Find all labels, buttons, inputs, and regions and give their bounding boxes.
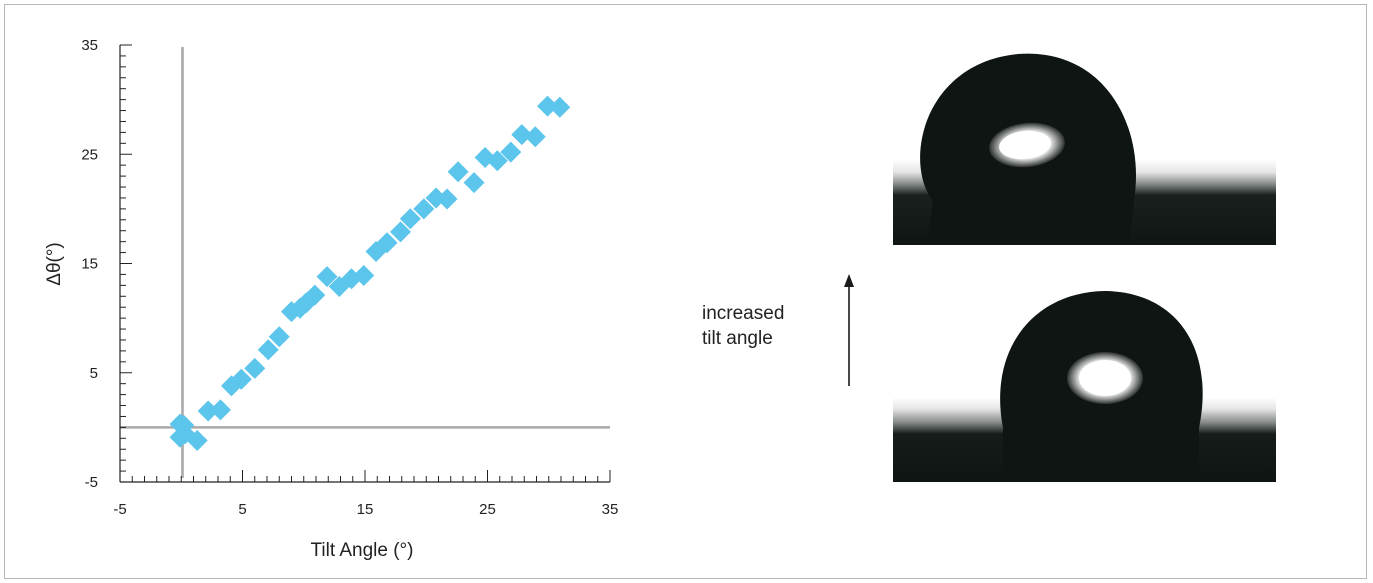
tick-labels: -5 5 15 25 35 -5 5 15 25 35 [81, 37, 618, 518]
annotation-line-2: tilt angle [702, 328, 773, 349]
x-tick-label: 5 [238, 501, 246, 518]
y-tick-label: 5 [90, 365, 98, 382]
data-point-diamond [230, 368, 252, 390]
x-axis-title: Tilt Angle (°) [311, 540, 414, 561]
data-point-diamond [463, 172, 485, 194]
data-point-diamond [486, 150, 508, 172]
data-point-diamond [197, 400, 219, 422]
axis-ticks [119, 44, 611, 483]
x-tick-label: 15 [357, 501, 374, 518]
up-arrow-icon [844, 274, 854, 386]
y-tick-label: -5 [85, 474, 98, 491]
annotation-line-1: increased [702, 303, 785, 324]
data-point-diamond [549, 96, 571, 118]
data-point-diamond [257, 339, 279, 361]
tilt-annotation: increased tilt angle [702, 301, 784, 351]
data-point-diamond [399, 208, 421, 230]
x-tick-label: 25 [479, 501, 496, 518]
x-tick-label: 35 [602, 501, 619, 518]
data-points [169, 95, 571, 451]
reference-lines [120, 47, 610, 478]
data-point-diamond [316, 266, 338, 288]
data-point-diamond [390, 221, 412, 243]
axes [119, 45, 610, 483]
y-tick-label: 25 [81, 146, 98, 163]
droplet-photo-high-tilt [893, 53, 1276, 245]
data-point-diamond [524, 126, 546, 148]
data-point-diamond [413, 198, 435, 220]
droplet-photo-low-tilt [893, 290, 1276, 482]
data-point-diamond [447, 161, 469, 183]
data-point-diamond [244, 357, 266, 379]
data-point-diamond [511, 124, 533, 146]
data-point-diamond [537, 95, 559, 117]
data-point-diamond [268, 326, 290, 348]
data-point-diamond [186, 429, 208, 451]
y-tick-label: 35 [81, 37, 98, 54]
data-point-diamond [353, 265, 375, 287]
data-point-diamond [209, 399, 231, 421]
scatter-chart: -5 5 15 25 35 -5 5 15 25 35 Tilt Angle (°) Δθ(°) [44, 37, 618, 561]
data-point-diamond [304, 284, 326, 306]
y-axis-title: Δθ(°) [44, 242, 65, 286]
y-tick-label: 15 [81, 256, 98, 273]
data-point-diamond [436, 188, 458, 210]
x-tick-label: -5 [113, 501, 126, 518]
data-point-diamond [376, 232, 398, 254]
data-point-diamond [500, 141, 522, 163]
